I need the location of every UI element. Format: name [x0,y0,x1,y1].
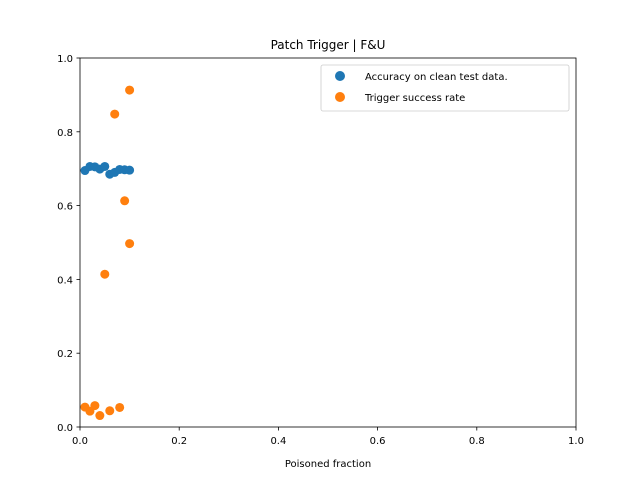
y-tick-label: 0.4 [57,275,73,286]
legend-marker-trigger [335,92,345,102]
accuracy-point [100,161,110,171]
trigger-success-point [125,85,135,95]
legend-label-trigger: Trigger success rate [364,93,465,104]
y-tick-label: 0.0 [57,423,73,434]
accuracy-point [125,165,135,175]
trigger-success-point [120,196,130,206]
trigger-success-point [125,239,135,249]
x-tick-label: 0.4 [270,436,286,447]
x-axis-ticks: 0.0 0.2 0.4 0.6 0.8 1.0 [72,427,584,447]
legend-label-accuracy: Accuracy on clean test data. [365,72,508,83]
y-tick-label: 1.0 [57,54,73,65]
data-points [80,85,135,421]
y-tick-label: 0.8 [57,128,73,139]
plot-frame [79,57,577,428]
legend: Accuracy on clean test data. Trigger suc… [320,64,570,112]
trigger-success-point [95,411,105,421]
legend-frame [320,64,570,112]
chart-title: Patch Trigger | F&U [271,38,386,52]
x-tick-label: 0.0 [72,436,88,447]
x-tick-label: 1.0 [568,436,584,447]
x-axis-label: Poisoned fraction [285,459,371,470]
legend-marker-accuracy [335,71,345,81]
x-tick-label: 0.6 [370,436,386,447]
trigger-success-point [110,109,120,119]
trigger-success-point [100,269,110,279]
trigger-success-point [105,406,115,416]
x-tick-label: 0.8 [469,436,485,447]
x-tick-label: 0.2 [171,436,187,447]
y-tick-label: 0.6 [57,202,73,213]
y-axis-ticks: 0.0 0.2 0.4 0.6 0.8 1.0 [57,54,80,434]
y-tick-label: 0.2 [57,349,73,360]
trigger-success-point [90,401,100,411]
trigger-success-point [115,402,125,412]
